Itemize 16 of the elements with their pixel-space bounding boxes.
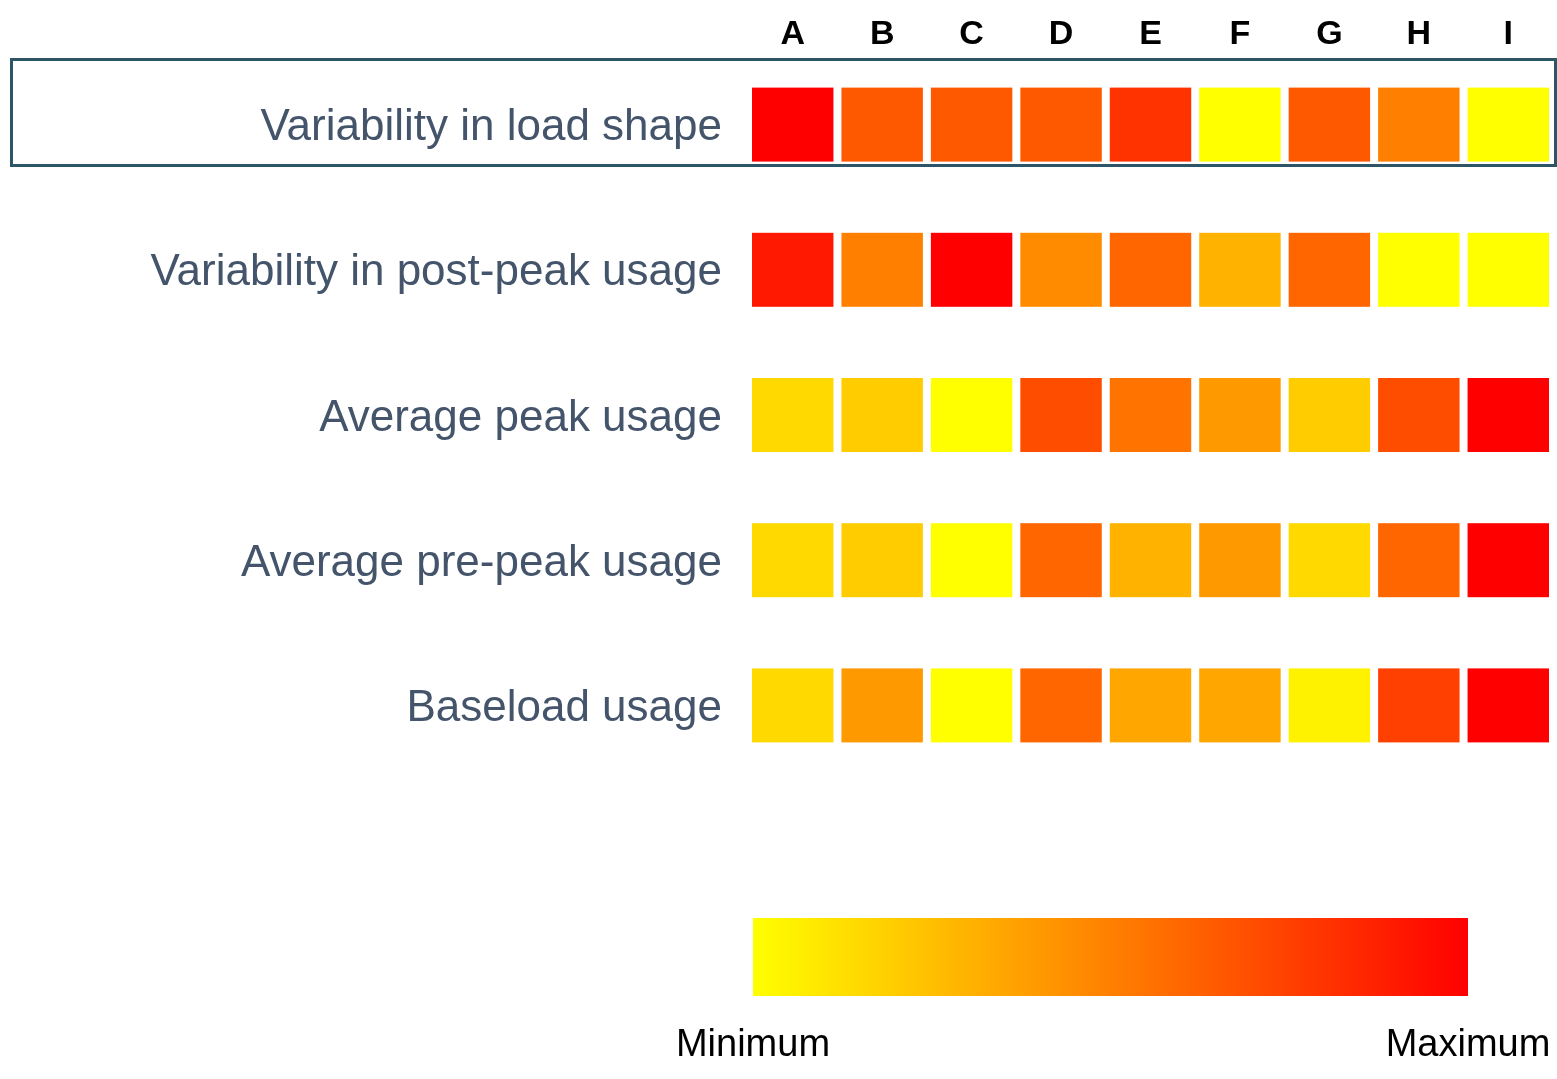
- y-tick-label: Variability in post-peak usage: [150, 245, 722, 295]
- x-tick-label: I: [1503, 13, 1513, 51]
- y-tick-label: Average pre-peak usage: [240, 535, 722, 585]
- x-tick-label: F: [1229, 13, 1251, 51]
- y-tick-label: Variability in load shape: [260, 100, 722, 150]
- x-tick-label: H: [1406, 13, 1432, 51]
- x-tick-label: A: [780, 13, 805, 51]
- y-tick-label: Average peak usage: [319, 390, 722, 440]
- y-tick-label: Baseload usage: [406, 681, 722, 731]
- color-bar-label: Maximum: [1385, 1022, 1551, 1064]
- x-tick-label: D: [1048, 13, 1074, 51]
- color-bar-label: Minimum: [675, 1022, 831, 1064]
- x-tick-label: G: [1316, 13, 1343, 51]
- x-tick-label: B: [869, 13, 895, 51]
- x-tick-label: C: [959, 13, 984, 51]
- x-tick-label: E: [1139, 13, 1162, 51]
